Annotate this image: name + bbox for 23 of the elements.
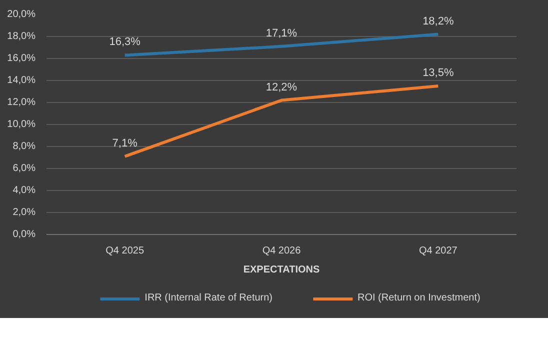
y-tick-label: 14,0%	[7, 75, 36, 86]
y-tick-label: 8,0%	[12, 141, 36, 152]
y-tick-label: 12,0%	[7, 97, 36, 108]
data-label: 16,3%	[109, 36, 141, 48]
data-label: 13,5%	[422, 67, 454, 79]
x-tick-label: Q4 2026	[262, 246, 302, 256]
y-tick-label: 0,0%	[12, 229, 36, 240]
legend-label: ROI (Return on Investment)	[358, 292, 480, 304]
x-tick-label: Q4 2027	[418, 246, 458, 256]
legend-label: IRR (Internal Rate of Return)	[144, 292, 272, 304]
y-tick-label: 4,0%	[12, 185, 36, 196]
y-tick-label: 6,0%	[12, 163, 36, 174]
y-tick-label: 10,0%	[7, 119, 36, 130]
y-tick-label: 2,0%	[12, 207, 36, 218]
y-tick-label: 18,0%	[7, 31, 36, 42]
data-label: 12,2%	[266, 81, 298, 94]
y-tick-label: 16,0%	[7, 53, 36, 64]
data-label: 7,1%	[112, 137, 138, 150]
y-tick-label: 20,0%	[7, 9, 36, 20]
data-label: 18,2%	[422, 15, 454, 28]
x-axis-title: EXPECTATIONS	[243, 264, 320, 276]
x-tick-label: Q4 2025	[106, 246, 144, 256]
data-label: 17,1%	[266, 27, 298, 40]
